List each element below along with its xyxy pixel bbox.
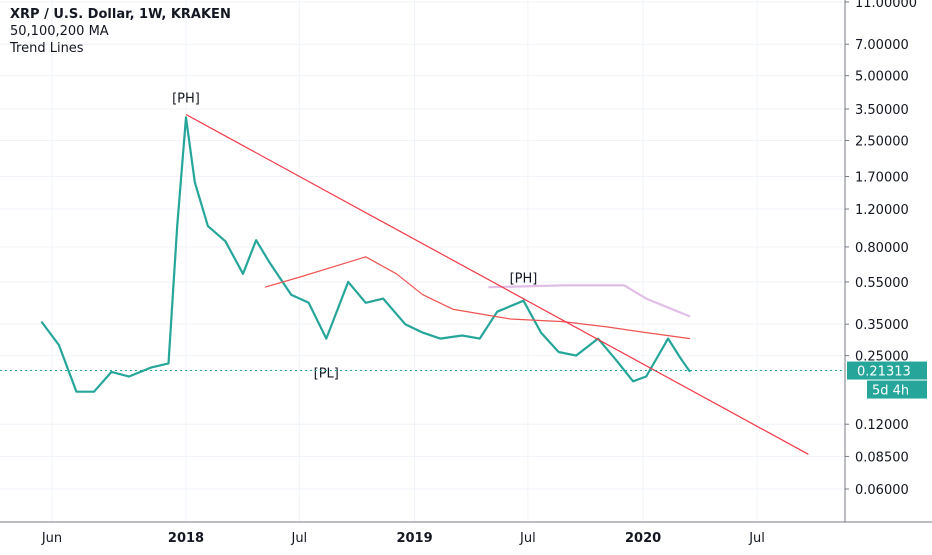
x-tick-label: 2019 [396,531,432,546]
price-badge-text: 0.21313 [857,365,911,380]
legend-trend-lines: Trend Lines [10,40,231,57]
x-tick-label: 2020 [625,531,661,546]
y-tick-label: 0.35000 [855,318,909,333]
y-tick-label: 11.00000 [855,0,917,11]
series-line-ma-200 [488,285,690,316]
x-tick-label: Jul [290,531,307,546]
pivot-label: [PH] [510,272,538,287]
series-line-trend-line [186,115,808,455]
pivot-label: [PL] [314,367,339,382]
grid [0,0,845,522]
x-tick-label: Jul [748,531,765,546]
y-tick-label: 1.70000 [855,170,909,185]
y-tick-label: 1.20000 [855,203,909,218]
legend-title: XRP / U.S. Dollar, 1W, KRAKEN [10,6,231,23]
y-tick-label: 5.00000 [855,70,909,85]
y-tick-label: 7.00000 [855,38,909,53]
y-tick-label: 0.06000 [855,483,909,498]
x-tick-label: Jun [41,531,62,546]
y-tick-label: 0.80000 [855,241,909,256]
x-tick-label: Jul [519,531,536,546]
series-layer [41,114,808,454]
series-line-xrp-u-s-dollar [41,117,690,391]
series-line-ma-50 [265,257,690,339]
legend-ma: 50,100,200 MA [10,23,231,40]
pivot-label: [PH] [172,91,200,106]
countdown-badge-text: 5d 4h [872,384,909,399]
y-tick-label: 2.50000 [855,134,909,149]
legend: XRP / U.S. Dollar, 1W, KRAKEN 50,100,200… [10,6,231,57]
y-tick-label: 0.55000 [855,276,909,291]
x-tick-label: 2018 [168,531,204,546]
y-tick-label: 0.08500 [855,450,909,465]
y-tick-label: 0.12000 [855,418,909,433]
y-tick-label: 3.50000 [855,103,909,118]
